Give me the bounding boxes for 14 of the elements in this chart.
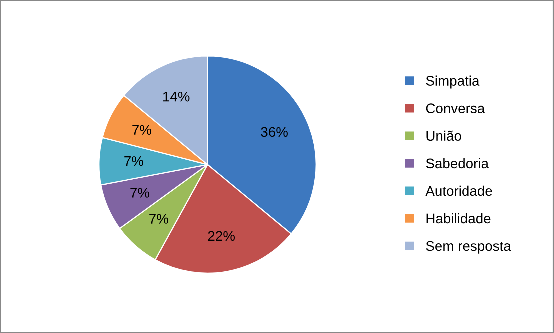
legend-label: Habilidade — [426, 213, 491, 224]
data-label: 22% — [208, 231, 235, 242]
data-label: 7% — [124, 156, 144, 166]
data-label: 7% — [132, 125, 152, 135]
data-label: 14% — [163, 92, 190, 102]
legend-label: Sabedoria — [426, 158, 489, 169]
data-label: 7% — [130, 188, 150, 198]
data-label: 36% — [261, 127, 288, 138]
legend-label: Simpatia — [426, 76, 480, 89]
data-label: 7% — [150, 214, 168, 224]
legend-label: Autoridade — [426, 186, 492, 196]
legend-label: Conversa — [426, 104, 486, 114]
legend-label: União — [426, 130, 462, 142]
legend-label: Sem resposta — [426, 241, 512, 254]
